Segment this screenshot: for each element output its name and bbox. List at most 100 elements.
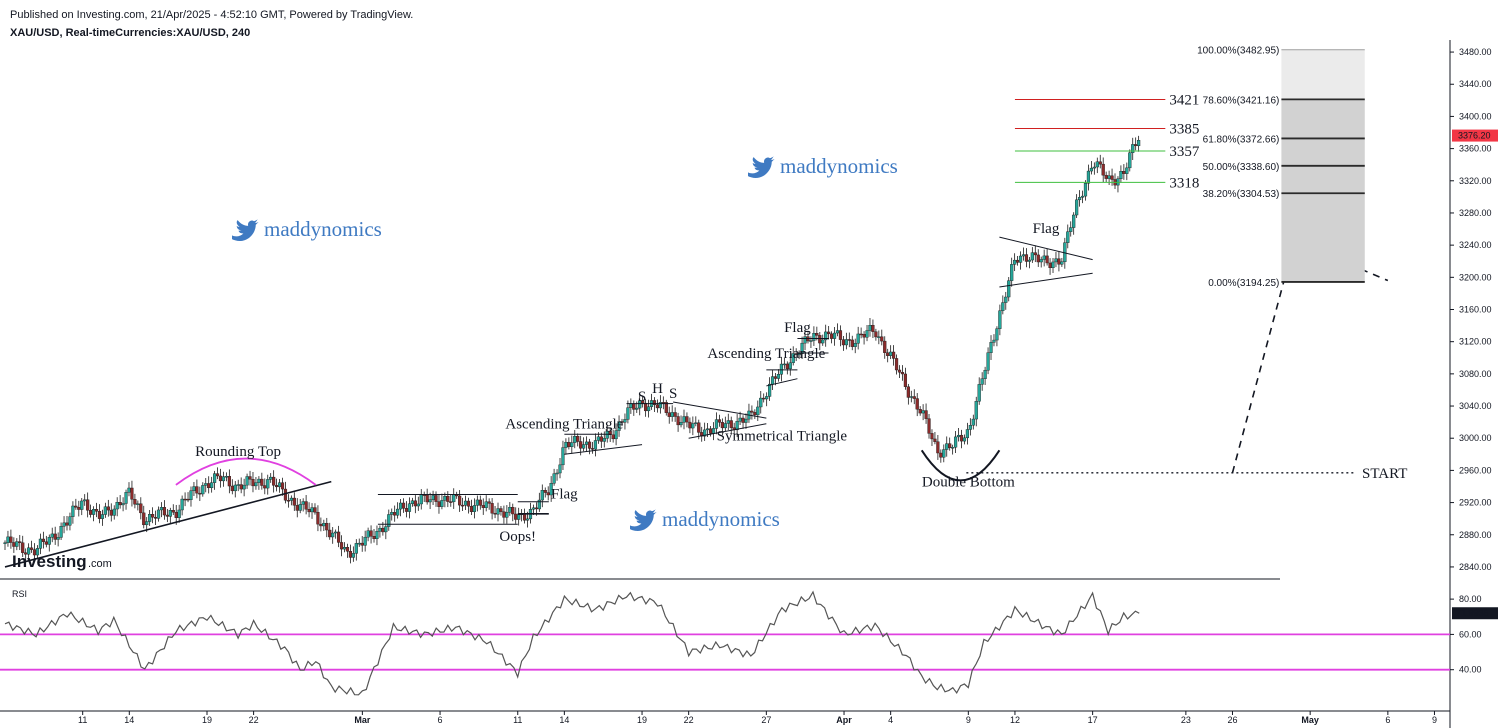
candle-body <box>360 542 364 546</box>
candle-body <box>142 512 146 526</box>
candle-body <box>133 499 137 505</box>
candle <box>1013 253 1017 272</box>
candle-body <box>1066 231 1070 243</box>
candle <box>153 510 158 526</box>
candle-body <box>366 530 370 538</box>
candle <box>91 506 96 522</box>
candle-body <box>948 443 952 448</box>
candle-body <box>593 440 598 450</box>
candle <box>759 390 763 414</box>
candle-body <box>995 328 999 341</box>
candle-body <box>245 476 249 486</box>
candle-body <box>886 352 890 356</box>
candle <box>756 400 760 422</box>
candle-body <box>602 438 606 442</box>
candle <box>543 487 547 498</box>
candle-body <box>398 502 403 510</box>
candle-body <box>174 511 178 518</box>
candle <box>629 398 633 414</box>
candle-body <box>891 351 896 359</box>
candle-body <box>12 542 16 547</box>
candle <box>478 495 482 510</box>
candle-body <box>939 452 943 458</box>
candle-body <box>431 495 435 500</box>
candle <box>838 325 843 347</box>
candle <box>936 435 940 460</box>
candle-body <box>35 548 40 556</box>
candle <box>3 540 7 551</box>
candle <box>18 534 22 551</box>
level-label: 3421 <box>1169 93 1199 109</box>
time-tick: 6 <box>1385 711 1390 725</box>
candle <box>768 377 772 401</box>
candle-body <box>635 407 639 410</box>
candle-body <box>611 434 615 440</box>
candle-body <box>951 447 955 449</box>
candle <box>587 438 592 455</box>
candle-body <box>242 484 246 490</box>
rsi-tick: 60.00 <box>1450 629 1482 639</box>
candle <box>570 435 574 454</box>
candle <box>552 468 556 486</box>
candle-body <box>272 476 276 486</box>
candle-body <box>458 495 462 506</box>
candle-body <box>853 343 857 347</box>
price-tick: 3480.00 <box>1450 47 1492 57</box>
time-tick-label: 19 <box>202 715 212 725</box>
candle-body <box>316 511 320 525</box>
candle <box>419 489 423 510</box>
candle-body <box>1098 161 1102 165</box>
candle <box>15 538 19 551</box>
candle-body <box>871 325 875 332</box>
candle <box>431 490 435 505</box>
candle <box>791 346 795 366</box>
candle-body <box>909 396 913 398</box>
rounding-top-trendline <box>4 480 332 568</box>
time-tick-label: 11 <box>513 715 522 725</box>
candle <box>1048 258 1052 275</box>
candle <box>974 396 978 427</box>
candle-body <box>53 533 57 540</box>
candle <box>670 405 674 422</box>
candle <box>658 395 662 414</box>
candle <box>1119 165 1123 183</box>
candle <box>280 477 285 496</box>
candle-body <box>1069 227 1073 232</box>
candle-body <box>638 400 642 409</box>
candle-body <box>1045 255 1049 264</box>
candle-body <box>1080 195 1085 198</box>
candle <box>136 500 140 511</box>
price-tick: 3080.00 <box>1450 369 1492 379</box>
candle <box>685 412 689 428</box>
candle <box>159 502 164 518</box>
candle-body <box>1131 144 1135 153</box>
candle <box>449 494 453 507</box>
candle-body <box>301 501 305 505</box>
watermark-text: maddynomics <box>662 507 780 531</box>
candle <box>614 423 618 446</box>
candle-body <box>1018 255 1023 263</box>
candle <box>517 507 521 526</box>
candle-body <box>912 396 916 399</box>
candle-body <box>685 416 689 423</box>
candle <box>12 537 16 553</box>
candle-body <box>868 325 872 331</box>
candle-body <box>762 397 766 400</box>
candle-body <box>357 542 361 545</box>
candle-body <box>753 412 757 416</box>
candle <box>785 361 789 375</box>
candle <box>401 498 406 513</box>
candle-body <box>841 339 846 346</box>
time-tick-label: 17 <box>1088 715 1098 725</box>
candle <box>924 403 928 424</box>
candle-body <box>658 402 662 409</box>
candle <box>366 527 370 542</box>
candle <box>850 335 854 351</box>
candle-body <box>768 383 772 397</box>
candle-body <box>579 441 583 449</box>
candle-body <box>77 506 81 510</box>
candle-body <box>487 501 491 504</box>
candle <box>351 546 355 562</box>
candle <box>336 525 341 548</box>
